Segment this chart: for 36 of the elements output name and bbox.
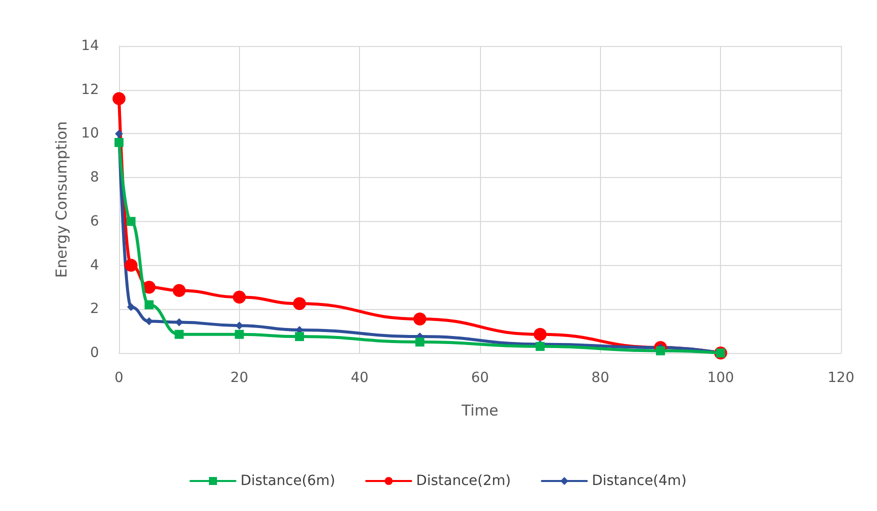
point xyxy=(534,328,547,341)
point xyxy=(413,312,426,326)
point xyxy=(232,290,246,304)
x-axis-title: Time xyxy=(460,402,498,420)
point xyxy=(126,216,136,226)
point xyxy=(114,138,124,147)
point xyxy=(295,332,304,342)
y-tick-label: 2 xyxy=(90,301,99,318)
x-tick-label: 60 xyxy=(471,370,489,386)
y-tick-label: 6 xyxy=(90,213,100,230)
y-tick-label: 0 xyxy=(90,345,99,361)
x-tick-label: 0 xyxy=(114,370,124,386)
point xyxy=(124,258,138,272)
point xyxy=(293,297,306,310)
point xyxy=(174,330,184,339)
point xyxy=(112,92,126,106)
point xyxy=(115,130,123,138)
y-axis-title: Energy Consumption xyxy=(52,121,70,278)
point xyxy=(234,330,244,339)
point xyxy=(415,338,424,347)
x-tick-label: 100 xyxy=(707,370,734,386)
legend-label: Distance(4m) xyxy=(592,473,687,489)
point xyxy=(127,302,136,311)
x-tick-label: 20 xyxy=(230,370,248,386)
legend-label: Distance(6m) xyxy=(240,473,336,489)
y-tick-label: 14 xyxy=(81,38,100,54)
x-tick-label: 80 xyxy=(591,370,610,386)
legend-label: Distance(2m) xyxy=(416,473,511,489)
x-tick-label: 40 xyxy=(350,370,369,386)
y-tick-label: 4 xyxy=(90,257,100,274)
x-tick-label: 120 xyxy=(828,370,854,386)
y-tick-label: 10 xyxy=(81,126,99,142)
y-tick-label: 12 xyxy=(81,82,99,98)
point xyxy=(172,284,186,297)
point xyxy=(144,300,154,310)
y-tick-label: 8 xyxy=(90,170,99,186)
